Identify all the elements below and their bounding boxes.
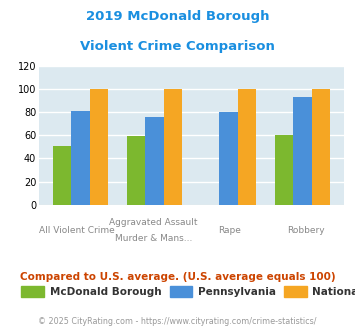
Text: Robbery: Robbery [288,226,325,235]
Text: 2019 McDonald Borough: 2019 McDonald Borough [86,10,269,23]
Bar [275,135,294,205]
Text: Rape: Rape [218,226,241,235]
Bar [219,112,238,205]
Bar [294,97,312,205]
Text: Violent Crime Comparison: Violent Crime Comparison [80,40,275,52]
Text: Aggravated Assault: Aggravated Assault [109,218,198,227]
Text: All Violent Crime: All Violent Crime [39,226,115,235]
Bar [146,117,164,205]
Bar [90,89,108,205]
Text: Murder & Mans...: Murder & Mans... [115,234,192,243]
Bar [238,89,256,205]
Legend: McDonald Borough, Pennsylvania, National: McDonald Borough, Pennsylvania, National [17,282,355,301]
Bar [312,89,331,205]
Bar [53,146,71,205]
Bar [127,137,146,205]
Text: © 2025 CityRating.com - https://www.cityrating.com/crime-statistics/: © 2025 CityRating.com - https://www.city… [38,317,317,326]
Bar [164,89,182,205]
Bar [71,111,90,205]
Text: Compared to U.S. average. (U.S. average equals 100): Compared to U.S. average. (U.S. average … [20,272,335,282]
